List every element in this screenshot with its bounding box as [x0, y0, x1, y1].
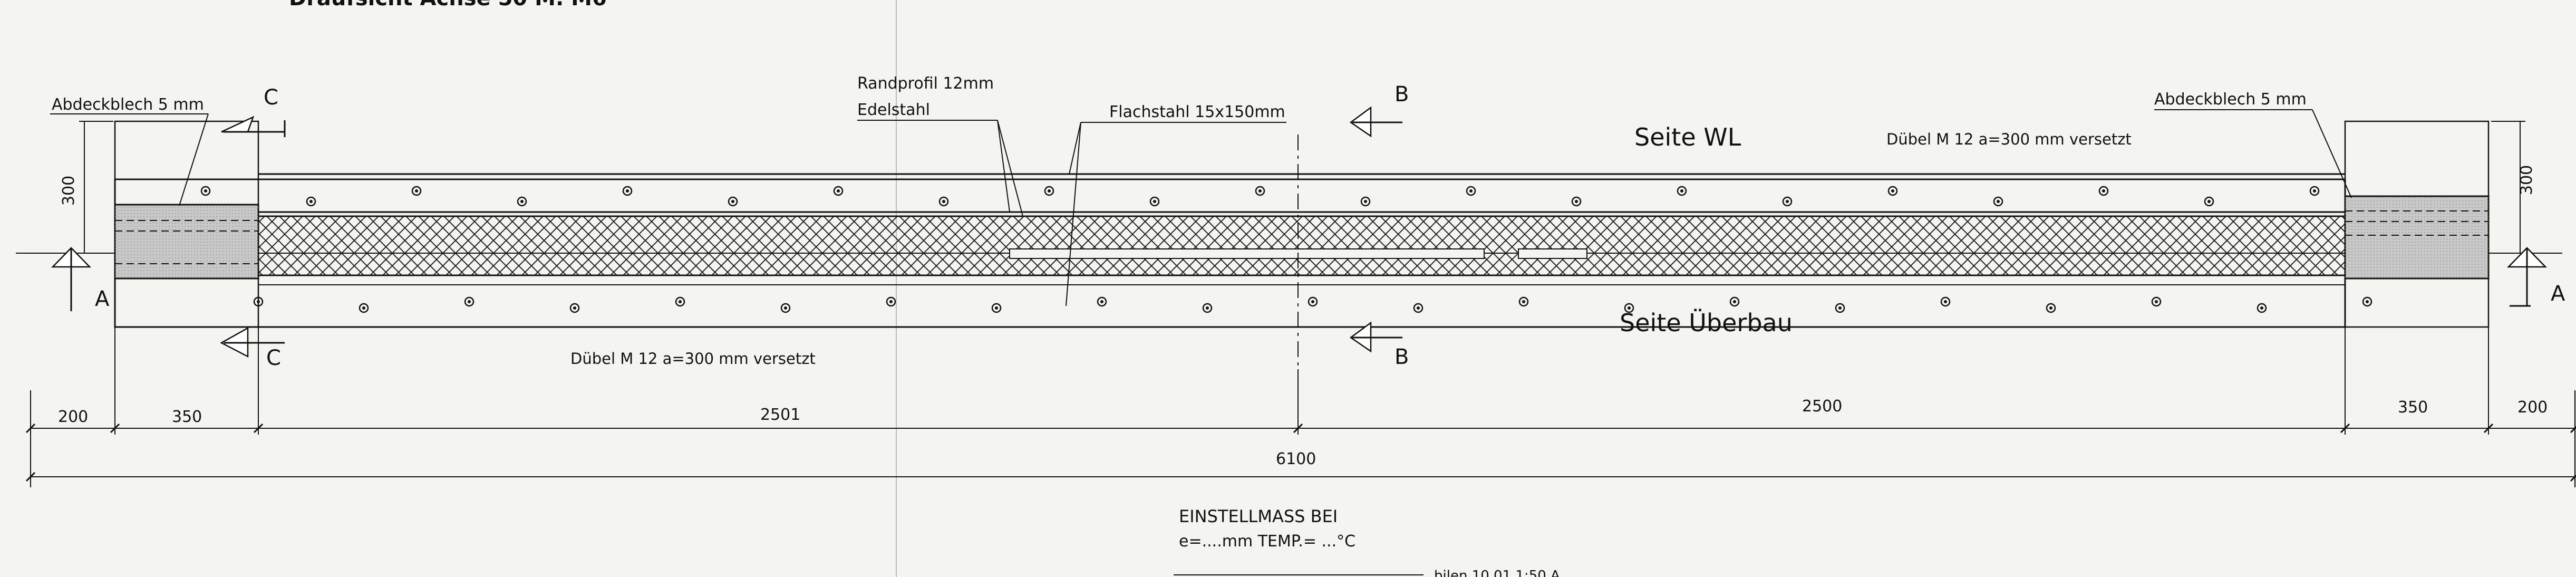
section-marker-a-left: A	[51, 247, 110, 311]
dowel-group	[200, 186, 2372, 313]
svg-text:A: A	[2551, 282, 2565, 306]
label-randprofil: Randprofil 12mm	[857, 74, 994, 93]
svg-text:C: C	[266, 346, 281, 370]
dowel-icon	[675, 296, 685, 307]
dim-right-span: 2500	[1802, 397, 1842, 416]
dowel-icon	[2046, 303, 2056, 313]
dowel-icon	[1782, 196, 1793, 207]
dowel-icon	[411, 186, 422, 196]
joint-hatch	[257, 215, 2346, 276]
svg-text:B: B	[1394, 345, 1409, 369]
dowel-icon	[833, 186, 844, 196]
dowel-icon	[1149, 196, 1160, 207]
section-marker-b-bottom: B	[1349, 321, 1409, 369]
dowel-icon	[1887, 186, 1898, 196]
section-marker-a-right: A	[2507, 247, 2565, 307]
dowel-icon	[306, 196, 316, 207]
label-abdeckblech-right: Abdeckblech 5 mm	[2154, 90, 2307, 109]
dowel-icon	[1097, 296, 1107, 307]
label-duebel-bottom: Dübel M 12 a=300 mm versetzt	[570, 350, 816, 368]
svg-text:C: C	[264, 85, 278, 110]
dowel-icon	[1993, 196, 2003, 207]
label-duebel-top: Dübel M 12 a=300 mm versetzt	[1886, 130, 2132, 148]
label-flachstahl: Flachstahl 15x150mm	[1109, 103, 1285, 121]
dowel-icon	[200, 186, 211, 196]
dowel-icon	[1255, 186, 1265, 196]
dowel-icon	[780, 303, 791, 313]
dowel-icon	[569, 303, 580, 313]
dowel-icon	[1044, 186, 1054, 196]
label-abdeckblech-left: Abdeckblech 5 mm	[52, 95, 204, 114]
dowel-icon	[1518, 296, 1529, 307]
dowel-icon	[1571, 196, 1582, 207]
dimension-chain: 200 350 2501 2500 350 200 6100	[25, 327, 2576, 487]
einstellmass-formula: e=....mm TEMP.= ...°C	[1179, 532, 1355, 551]
dowel-icon	[2098, 186, 2109, 196]
flachstahl-strip	[1009, 248, 1485, 259]
dowel-icon	[359, 303, 369, 313]
dim-right-cover: 350	[2398, 398, 2428, 417]
dowel-icon	[1677, 186, 1687, 196]
einstellmass-label: EINSTELLMASS BEI	[1179, 506, 1338, 526]
dowel-icon	[886, 296, 896, 307]
dowel-icon	[622, 186, 633, 196]
dowel-icon	[1202, 303, 1213, 313]
dowel-icon	[2362, 296, 2372, 307]
dowel-icon	[728, 196, 738, 207]
dowel-icon	[2151, 296, 2162, 307]
dowel-icon	[1940, 296, 1951, 307]
dowel-icon	[1360, 196, 1371, 207]
dowel-icon	[464, 296, 474, 307]
svg-text:A: A	[95, 287, 110, 311]
dowel-icon	[253, 296, 264, 307]
dowel-icon	[1413, 303, 1423, 313]
section-marker-c-top: C	[221, 85, 286, 137]
label-edelstahl: Edelstahl	[857, 101, 930, 119]
dim-height-left: 300	[60, 176, 78, 206]
dowel-icon	[1624, 303, 1634, 313]
section-marker-c-bottom: C	[220, 316, 285, 370]
section-marker-b-top: B	[1349, 82, 1409, 138]
footer-fragment: bilen 10.01 1:50 A	[1434, 568, 1560, 577]
dowel-icon	[2257, 303, 2267, 313]
dowel-icon	[1835, 303, 1845, 313]
dim-left-edge: 200	[58, 408, 88, 426]
svg-text:B: B	[1394, 82, 1409, 107]
dowel-icon	[2204, 196, 2214, 207]
dim-right-edge: 200	[2517, 398, 2548, 417]
label-seite-ueberbau: Seite Überbau	[1620, 309, 1793, 337]
dim-left-span: 2501	[760, 406, 800, 424]
header-title: Draufsicht Achse 50 M. M6	[289, 0, 607, 11]
dowel-icon	[517, 196, 527, 207]
dowel-icon	[2309, 186, 2320, 196]
label-seite-wl: Seite WL	[1634, 123, 1741, 151]
dowel-icon	[1466, 186, 1476, 196]
dowel-icon	[938, 196, 949, 207]
dim-left-cover: 350	[172, 408, 202, 426]
dowel-icon	[991, 303, 1002, 313]
dowel-icon	[1729, 296, 1740, 307]
dim-total: 6100	[1276, 450, 1316, 468]
dowel-icon	[1308, 296, 1318, 307]
